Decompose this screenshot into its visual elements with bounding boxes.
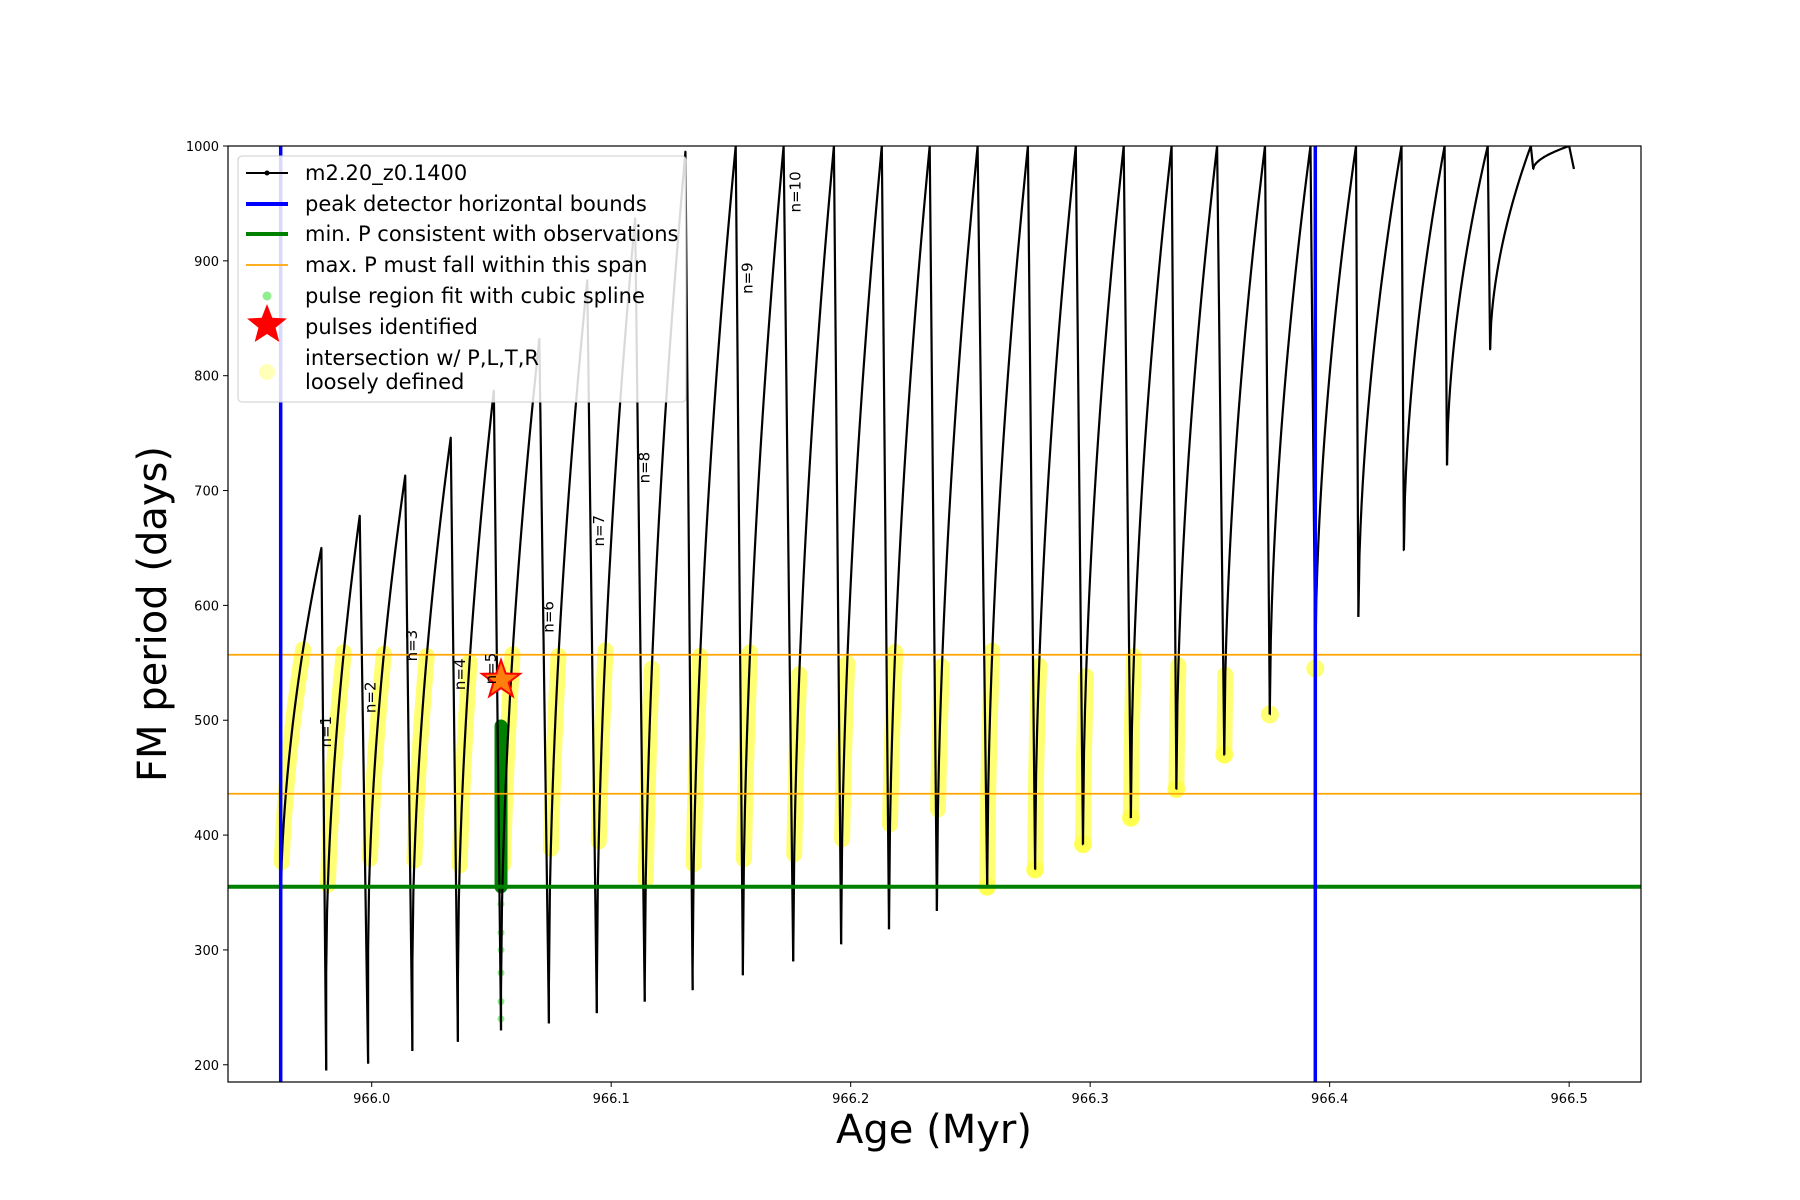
period-curve: [411, 436, 460, 1051]
period-curve: [1314, 146, 1360, 670]
pulse-number-label: n=10: [786, 171, 804, 212]
y-tick-label: 900: [194, 255, 219, 270]
y-tick-label: 1000: [186, 140, 219, 155]
plot-area: n=1 n=2 n=3 n=4 n=5 n=6 n=7 n=8 n=9 n=10: [228, 146, 1641, 1082]
period-curve: [1175, 146, 1226, 791]
legend-swatch-circle: [259, 364, 275, 380]
x-tick-label: 966.0: [353, 1092, 390, 1107]
period-curve: [1081, 146, 1132, 846]
y-tick-label: 300: [194, 944, 219, 959]
period-curve: [986, 146, 1037, 888]
x-tick-label: 966.3: [1072, 1092, 1109, 1107]
x-axis-label: Age (Myr): [836, 1107, 1032, 1153]
period-curve: [367, 474, 414, 1064]
y-tick-label: 800: [194, 370, 219, 385]
period-curve: [325, 514, 370, 1071]
plot-frame: [227, 145, 1642, 1083]
legend-label: loosely defined: [305, 370, 464, 394]
legend-label: m2.20_z0.1400: [305, 161, 467, 186]
period-curve: [1223, 146, 1271, 756]
period-curve: [456, 389, 503, 1042]
legend-label: pulses identified: [305, 315, 478, 339]
period-curve: [741, 146, 795, 976]
pulse-number-label: n=1: [317, 716, 335, 748]
pulse-labels: n=1 n=2 n=3 n=4 n=5 n=6 n=7 n=8 n=9 n=10: [317, 171, 804, 747]
y-tick-label: 200: [194, 1059, 219, 1074]
legend-swatch-dot: [264, 170, 270, 176]
legend-label: peak detector horizontal bounds: [305, 192, 647, 216]
period-curve: [1129, 146, 1178, 819]
period-curve: [1033, 146, 1085, 871]
pulse-number-label: n=8: [636, 452, 654, 484]
legend-label: min. P consistent with observations: [305, 222, 678, 246]
period-curve: [1402, 146, 1449, 551]
pulse-identified-markers: [479, 656, 523, 699]
y-axis-ticks: 200 300 400 500 600 700 800 900 1000: [186, 140, 228, 1074]
y-tick-label: 700: [194, 485, 219, 500]
x-tick-label: 966.2: [832, 1092, 869, 1107]
y-tick-label: 500: [194, 714, 219, 729]
legend-swatch-dot: [262, 291, 272, 301]
period-curve: [792, 146, 843, 963]
period-curve: [840, 146, 891, 946]
period-curve: [1268, 146, 1317, 716]
period-curve: [935, 146, 989, 911]
x-axis-ticks: 966.0 966.1 966.2 966.3 966.4 966.5: [353, 1082, 1588, 1107]
legend-label: max. P must fall within this span: [305, 253, 647, 277]
period-curve: [1489, 146, 1535, 351]
legend-swatch-star: [247, 304, 287, 342]
period-curve: [887, 146, 938, 930]
y-axis-label: FM period (days): [130, 446, 176, 782]
pulse-number-label: n=4: [451, 658, 469, 690]
x-tick-label: 966.1: [593, 1092, 630, 1107]
legend-box: [237, 155, 687, 403]
pulse-number-label: n=6: [540, 601, 558, 633]
pulse-number-label: n=9: [738, 262, 756, 294]
pulse-number-label: n=2: [361, 681, 379, 713]
pulse-number-label: n=5: [482, 653, 500, 685]
pulse-number-label: n=3: [403, 630, 421, 662]
y-tick-label: 600: [194, 599, 219, 614]
period-curve: [1445, 146, 1492, 467]
x-tick-label: 966.4: [1311, 1092, 1348, 1107]
pulse-number-label: n=7: [590, 515, 608, 547]
pulse-identified-star: [479, 656, 523, 699]
legend-label: intersection w/ P,L,T,R: [305, 346, 539, 370]
period-curve: [1357, 146, 1405, 618]
y-tick-label: 400: [194, 829, 219, 844]
period-curve: [691, 146, 745, 991]
x-tick-label: 966.5: [1551, 1092, 1588, 1107]
period-curve: [1532, 146, 1576, 171]
horizontal-reference-lines: [228, 653, 1641, 889]
period-curve: [279, 546, 328, 1071]
legend-label: pulse region fit with cubic spline: [305, 284, 645, 308]
